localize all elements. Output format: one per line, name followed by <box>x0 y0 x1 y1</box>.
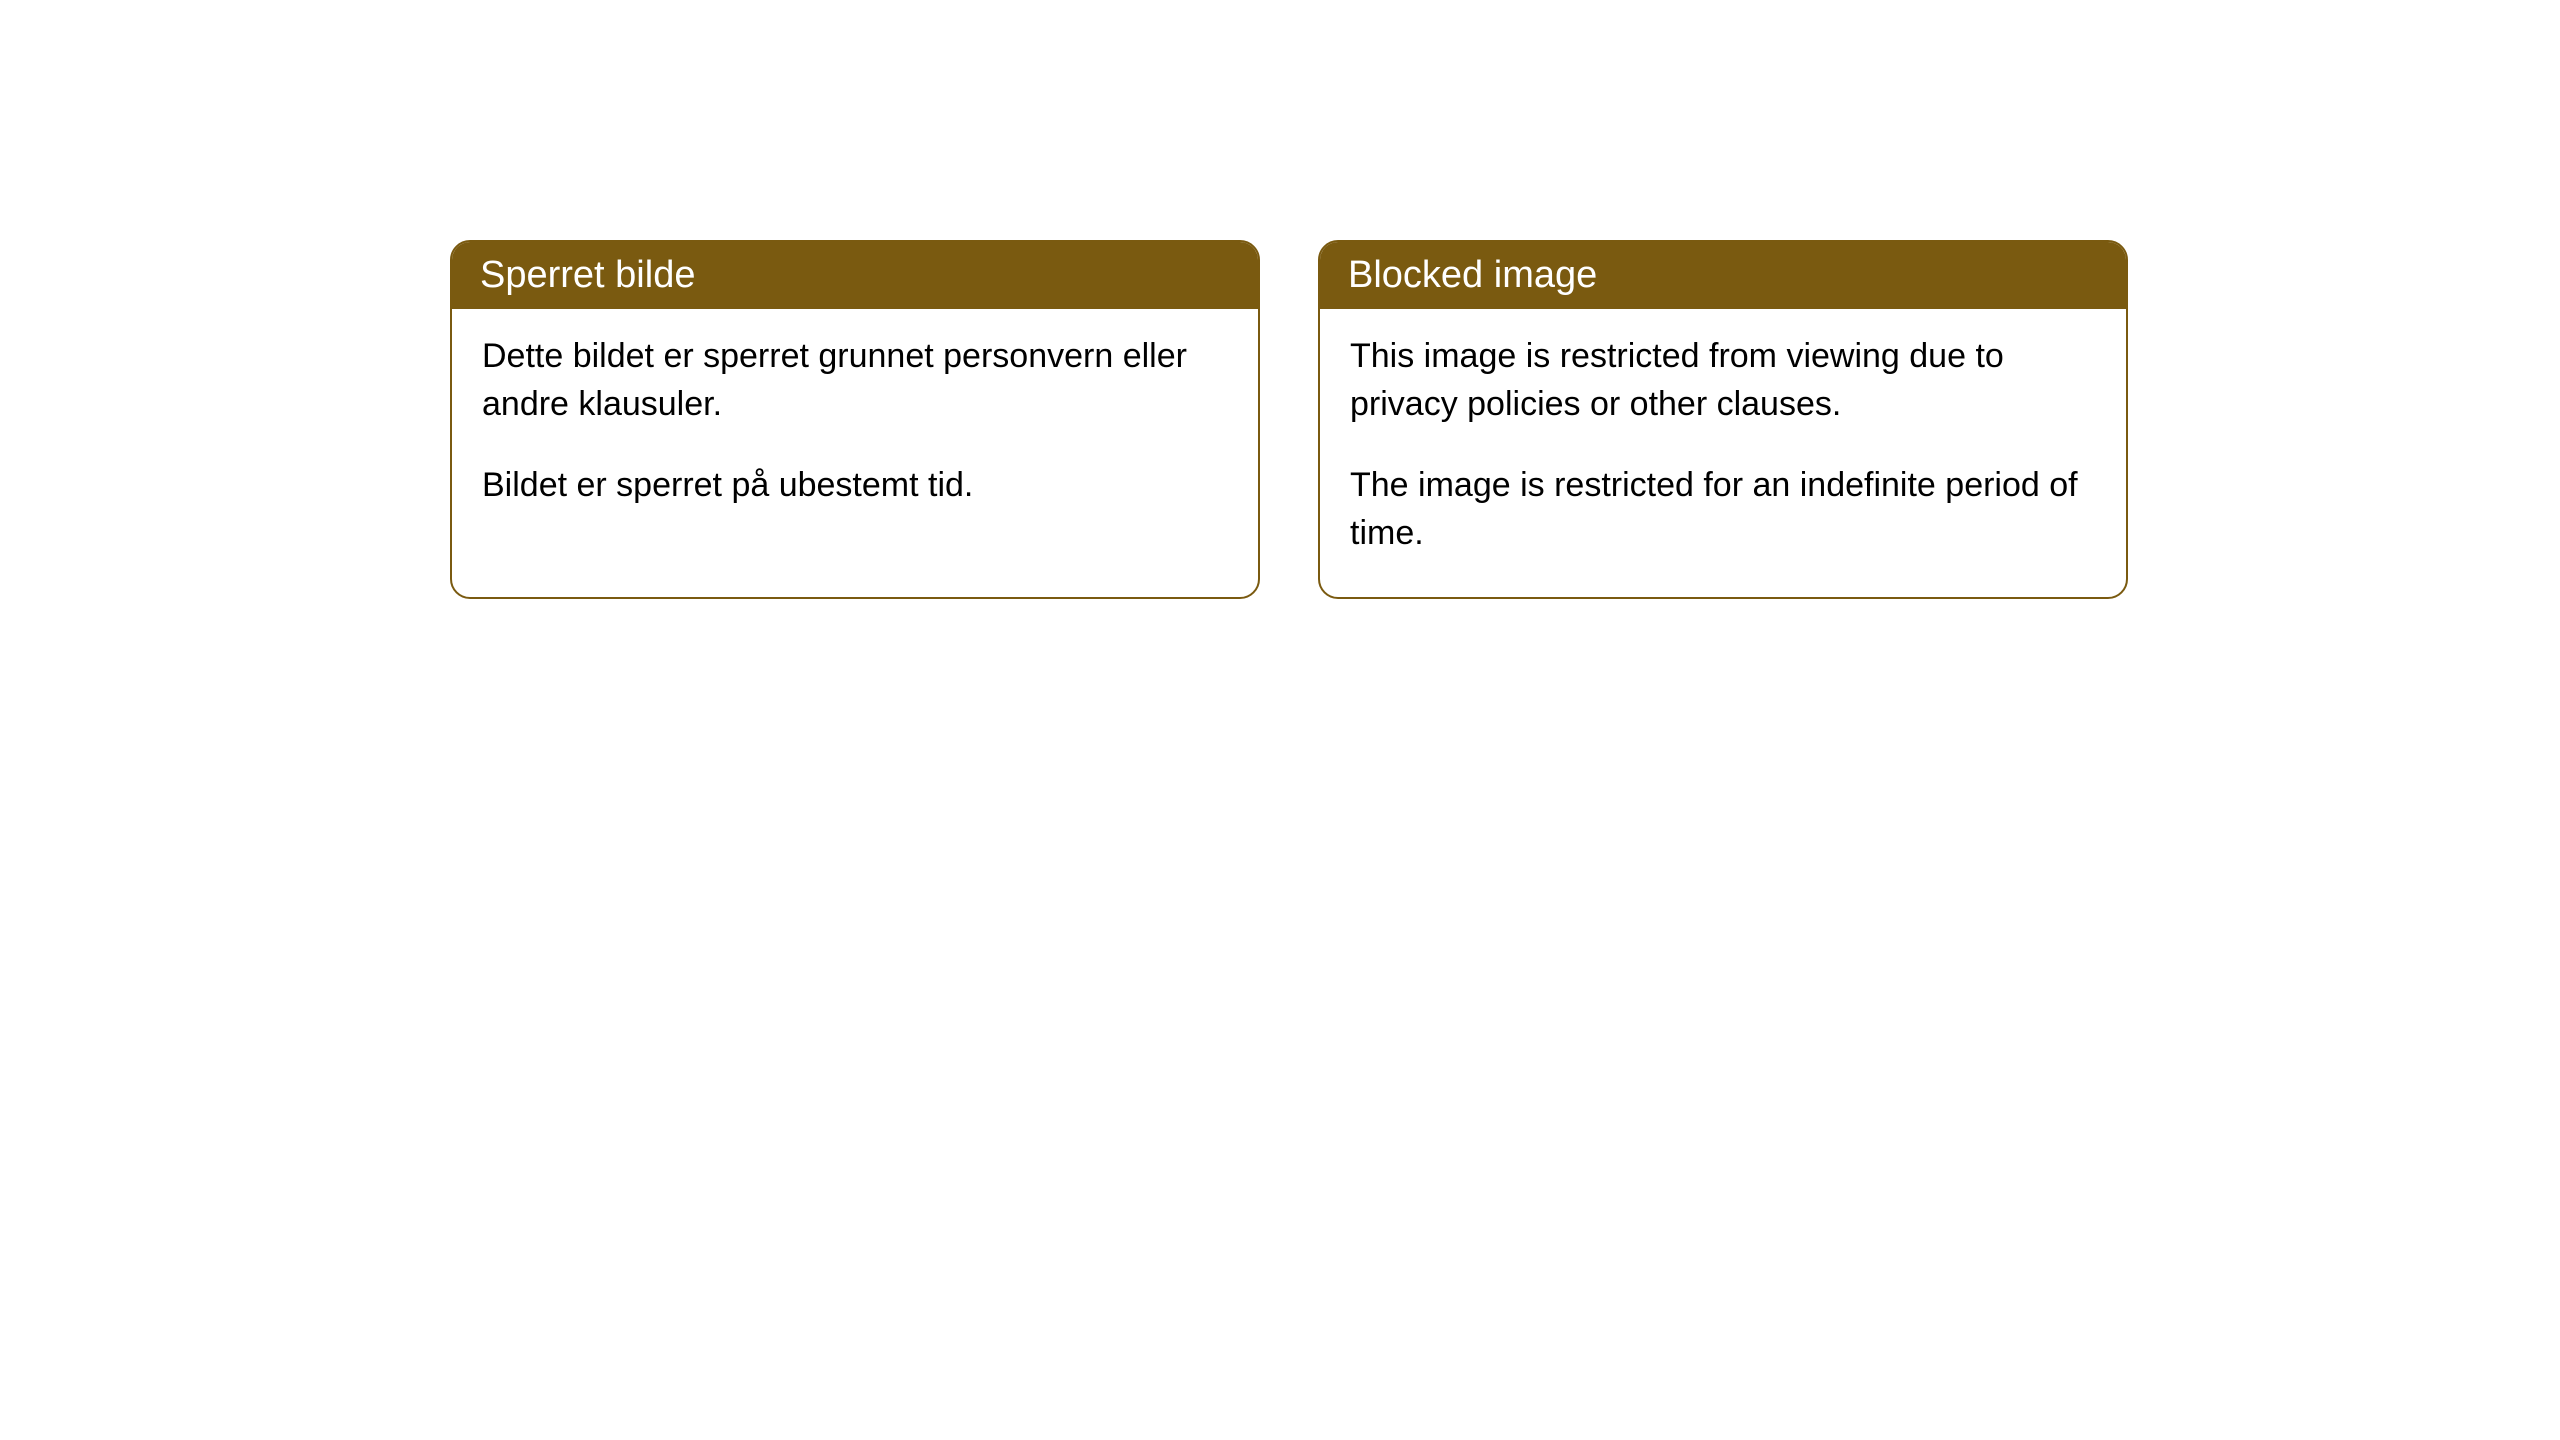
notice-card-english: Blocked image This image is restricted f… <box>1318 240 2128 599</box>
card-header: Sperret bilde <box>452 242 1258 309</box>
card-body: Dette bildet er sperret grunnet personve… <box>452 309 1258 550</box>
card-paragraph: Bildet er sperret på ubestemt tid. <box>482 462 1228 510</box>
card-title: Sperret bilde <box>480 254 695 296</box>
notice-card-norwegian: Sperret bilde Dette bildet er sperret gr… <box>450 240 1260 599</box>
card-title: Blocked image <box>1348 254 1597 296</box>
card-paragraph: Dette bildet er sperret grunnet personve… <box>482 333 1228 428</box>
card-paragraph: The image is restricted for an indefinit… <box>1350 462 2096 557</box>
card-header: Blocked image <box>1320 242 2126 309</box>
card-body: This image is restricted from viewing du… <box>1320 309 2126 597</box>
card-paragraph: This image is restricted from viewing du… <box>1350 333 2096 428</box>
notice-cards-container: Sperret bilde Dette bildet er sperret gr… <box>0 0 2560 599</box>
